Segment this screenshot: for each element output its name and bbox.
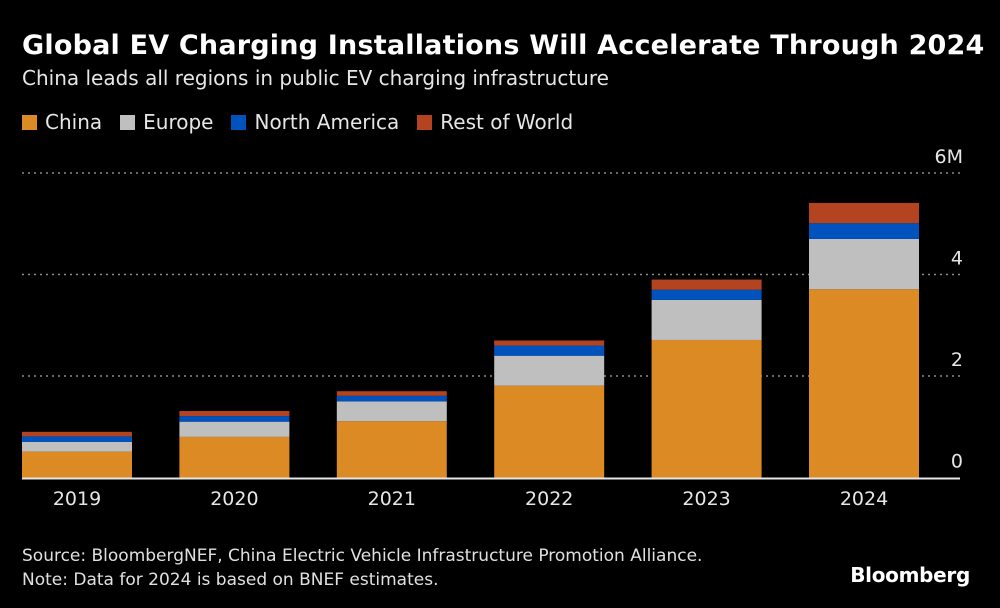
legend-swatch xyxy=(231,114,247,130)
bar-2024-china xyxy=(809,289,919,478)
bar-2020-rest-of-world xyxy=(179,411,290,417)
x-tick-label: 2024 xyxy=(840,488,888,510)
y-tick-label: 4 xyxy=(951,248,963,270)
bar-2022-north-america xyxy=(494,345,605,356)
legend-item-china: China xyxy=(22,110,102,134)
legend-label: China xyxy=(45,110,103,134)
x-tick-label: 2021 xyxy=(368,488,416,510)
bar-2019-north-america xyxy=(22,436,132,442)
legend: China Europe North America Rest of World xyxy=(22,110,573,134)
bar-2021-rest-of-world xyxy=(336,391,447,396)
bar-2022-rest-of-world xyxy=(494,340,605,346)
chart-title: Global EV Charging Installations Will Ac… xyxy=(22,30,985,61)
legend-label: Europe xyxy=(143,110,214,134)
legend-label: North America xyxy=(254,110,400,134)
x-tick-label: 2023 xyxy=(682,488,730,510)
bar-2024-europe xyxy=(809,238,919,290)
bar-2023-europe xyxy=(651,299,762,340)
x-tick-label: 2019 xyxy=(53,488,101,510)
bar-2021-north-america xyxy=(336,395,447,402)
chart-subtitle: China leads all regions in public EV cha… xyxy=(22,66,609,90)
legend-item-europe: Europe xyxy=(120,110,213,134)
legend-item-north-america: North America xyxy=(231,110,399,134)
bar-2023-north-america xyxy=(651,289,762,300)
bar-2019-china xyxy=(22,451,132,478)
y-tick-label: 0 xyxy=(951,451,963,473)
x-tick-label: 2020 xyxy=(210,488,258,510)
legend-swatch xyxy=(120,114,136,130)
legend-item-rest-of-world: Rest of World xyxy=(417,110,573,134)
note-text: Note: Data for 2024 is based on BNEF est… xyxy=(22,570,439,590)
legend-swatch xyxy=(22,114,37,130)
bloomberg-logo: Bloomberg xyxy=(850,563,970,587)
legend-swatch xyxy=(417,114,433,130)
legend-label: Rest of World xyxy=(440,110,574,134)
bar-2019-europe xyxy=(22,441,132,452)
bar-2020-north-america xyxy=(179,416,290,422)
bar-2024-rest-of-world xyxy=(809,202,919,224)
y-tick-label: 6M xyxy=(935,146,963,168)
x-tick-label: 2022 xyxy=(525,488,573,510)
bar-2020-europe xyxy=(179,421,290,437)
bar-2021-europe xyxy=(336,401,447,422)
source-note: Source: BloombergNEF, China Electric Veh… xyxy=(22,544,702,592)
bar-2022-china xyxy=(494,385,605,478)
bar-2020-china xyxy=(179,436,290,478)
bar-2019-rest-of-world xyxy=(22,431,132,437)
bar-2023-rest-of-world xyxy=(651,279,762,290)
y-tick-label: 2 xyxy=(951,349,963,371)
source-text: Source: BloombergNEF, China Electric Veh… xyxy=(22,546,703,566)
bar-2022-europe xyxy=(494,355,605,386)
bar-2021-china xyxy=(336,421,447,478)
bar-2023-china xyxy=(651,339,762,478)
bar-2024-north-america xyxy=(809,223,919,239)
